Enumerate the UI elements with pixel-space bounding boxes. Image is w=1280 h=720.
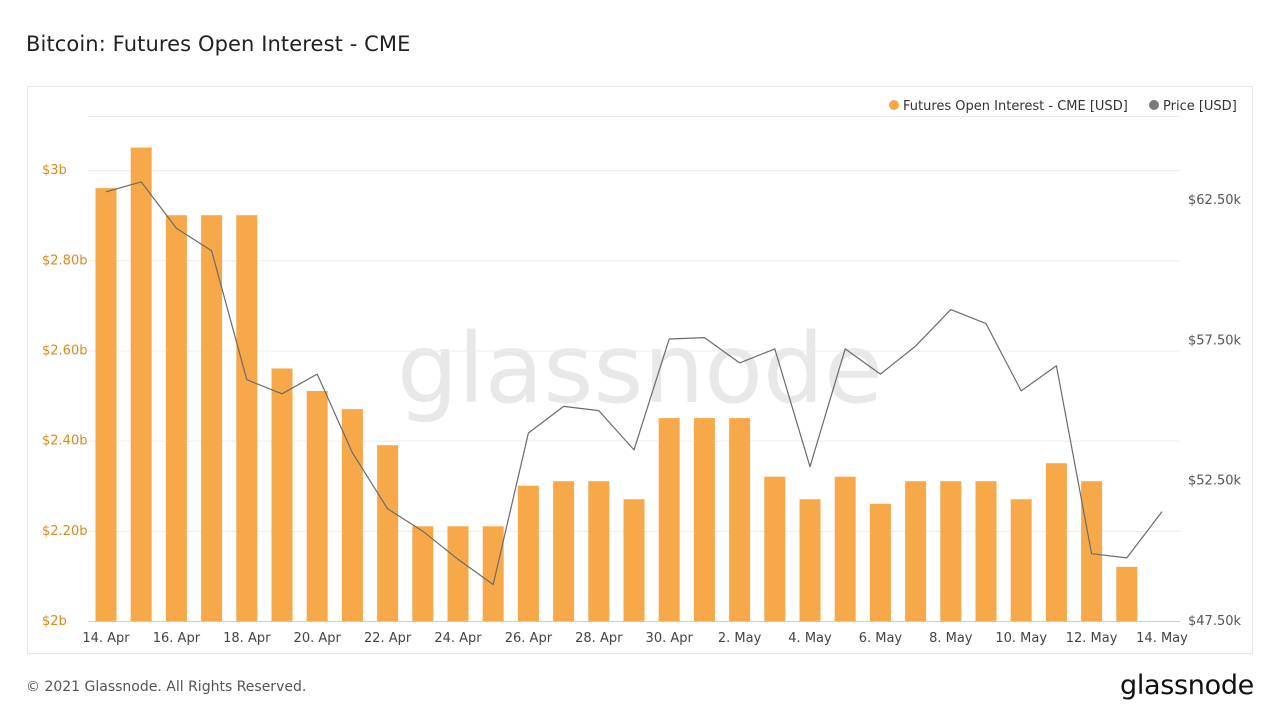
bar-open-interest[interactable] [517, 485, 539, 621]
bar-open-interest[interactable] [271, 368, 293, 622]
bar-open-interest[interactable] [1010, 499, 1032, 621]
legend-item-price[interactable]: Price [USD] [1149, 99, 1237, 114]
left-axis-tick-label: $2.80b [42, 253, 87, 268]
x-axis-tick-label: 16. Apr [153, 631, 201, 646]
x-axis: 14. Apr 16. Apr 18. Apr 20. Apr 22. Apr 24. A… [82, 621, 1188, 646]
bar-open-interest[interactable] [1045, 463, 1067, 621]
x-axis-tick-label: 12. May [1066, 631, 1118, 646]
bar-open-interest[interactable] [341, 409, 363, 621]
legend-label-open-interest: Futures Open Interest - CME [USD] [903, 99, 1128, 114]
left-axis-tick-label: $2.60b [42, 344, 87, 359]
left-axis-tick-label: $2.40b [42, 434, 87, 449]
x-axis-tick-label: 20. Apr [294, 631, 342, 646]
bar-open-interest[interactable] [377, 445, 399, 621]
bar-open-interest[interactable] [165, 215, 187, 621]
x-axis-tick-label: 6. May [859, 631, 903, 646]
bar-open-interest[interactable] [553, 481, 575, 621]
chart-title: Bitcoin: Futures Open Interest - CME [26, 32, 411, 56]
bar-open-interest[interactable] [658, 418, 680, 621]
x-axis-tick-label: 18. Apr [223, 631, 271, 646]
legend: Futures Open Interest - CME [USD] Price … [889, 99, 1237, 114]
bar-open-interest[interactable] [764, 476, 786, 621]
bar-open-interest[interactable] [1116, 566, 1138, 621]
bar-open-interest[interactable] [588, 481, 610, 621]
right-axis-tick-label: $57.50k [1188, 333, 1241, 348]
price-line-series [105, 181, 1163, 586]
x-axis-tick-label: 30. Apr [646, 631, 694, 646]
price-line[interactable] [105, 181, 1163, 586]
x-axis-tick-label: 8. May [929, 631, 973, 646]
x-axis-tick-label: 26. Apr [505, 631, 553, 646]
bar-open-interest[interactable] [447, 526, 469, 621]
bar-open-interest[interactable] [940, 481, 962, 621]
right-axis-tick-label: $47.50k [1188, 614, 1241, 629]
right-axis: $47.50k $52.50k $57.50k $62.50k [1188, 193, 1241, 629]
bar-open-interest[interactable] [869, 503, 891, 621]
x-axis-tick-label: 24. Apr [434, 631, 482, 646]
x-axis-tick-label: 28. Apr [575, 631, 623, 646]
right-axis-tick-label: $52.50k [1188, 474, 1241, 489]
legend-swatch-price [1149, 100, 1159, 110]
legend-label-price: Price [USD] [1163, 99, 1237, 114]
bar-open-interest[interactable] [306, 391, 328, 621]
x-axis-tick-label: 14. May [1136, 631, 1188, 646]
left-axis-tick-label: $2.20b [42, 524, 87, 539]
legend-item-open-interest[interactable]: Futures Open Interest - CME [USD] [889, 99, 1128, 114]
left-axis-tick-label: $2b [42, 614, 67, 629]
bar-open-interest[interactable] [412, 526, 434, 621]
watermark-text: glassnode [397, 313, 883, 425]
chart-frame [27, 86, 1253, 654]
x-axis-tick-label: 22. Apr [364, 631, 412, 646]
x-axis-tick-label: 4. May [788, 631, 832, 646]
x-axis-tick-label: 2. May [718, 631, 762, 646]
copyright-text: © 2021 Glassnode. All Rights Reserved. [26, 679, 307, 695]
left-axis: $2b $2.20b $2.40b $2.60b $2.80b $3b [42, 163, 87, 629]
bar-open-interest[interactable] [693, 418, 715, 621]
glassnode-logo[interactable]: glassnode [1119, 670, 1254, 701]
bar-open-interest[interactable] [623, 499, 645, 621]
x-axis-tick-label: 14. Apr [82, 631, 130, 646]
left-axis-tick-label: $3b [42, 163, 67, 178]
bar-open-interest[interactable] [799, 499, 821, 621]
bar-open-interest[interactable] [975, 481, 997, 621]
bar-open-interest[interactable] [236, 215, 258, 621]
bar-open-interest[interactable] [729, 418, 751, 621]
bar-open-interest[interactable] [482, 526, 504, 621]
bar-open-interest[interactable] [834, 476, 856, 621]
grid-lines [88, 116, 1180, 532]
bar-open-interest[interactable] [201, 215, 223, 621]
bar-open-interest[interactable] [130, 147, 152, 621]
x-axis-tick-label: 10. May [995, 631, 1047, 646]
bar-open-interest[interactable] [905, 481, 927, 621]
legend-swatch-open-interest [889, 100, 899, 110]
right-axis-tick-label: $62.50k [1188, 193, 1241, 208]
bar-open-interest[interactable] [95, 188, 117, 621]
